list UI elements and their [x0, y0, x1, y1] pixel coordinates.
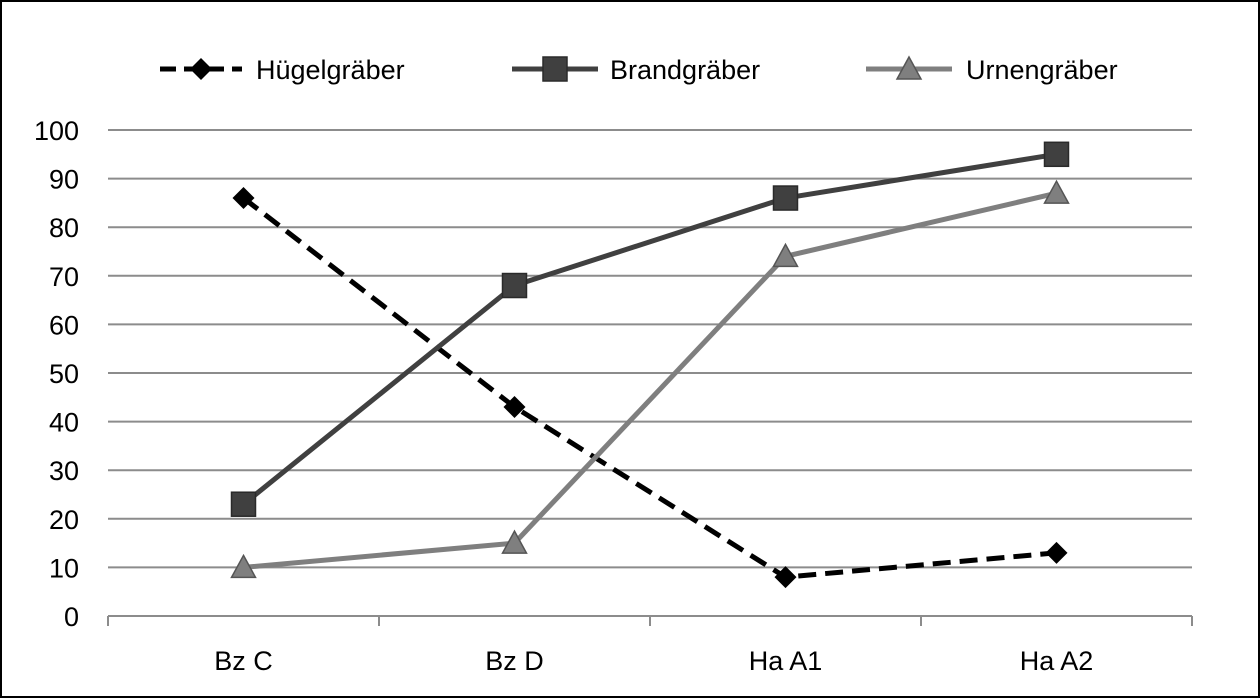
- series-2: [230, 141, 1070, 517]
- y-tick-label: 30: [49, 456, 79, 486]
- legend-marker: [190, 58, 212, 80]
- data-point: [501, 272, 528, 299]
- y-tick-label: 10: [49, 553, 79, 583]
- data-point: [232, 187, 255, 210]
- x-tick-label: Bz C: [214, 646, 273, 676]
- data-point: [230, 553, 257, 579]
- y-tick-label: 90: [49, 165, 79, 195]
- legend-marker: [542, 56, 568, 82]
- series-lines: [230, 141, 1070, 589]
- data-point: [1043, 179, 1070, 204]
- data-point: [774, 566, 797, 589]
- legend-marker: [895, 55, 923, 80]
- data-point: [503, 396, 526, 419]
- x-tick-label: Ha A2: [1020, 646, 1094, 676]
- y-tick-label: 80: [49, 213, 79, 243]
- data-point: [772, 242, 799, 268]
- y-tick-label: 20: [49, 505, 79, 535]
- y-tick-label: 50: [49, 359, 79, 389]
- gridlines: [108, 129, 1192, 569]
- series-1: [232, 187, 1068, 589]
- y-axis-tick-labels: 0 10 20 30 40 50 60 70 80 90 100: [34, 116, 79, 632]
- legend-item: Brandgräber: [512, 55, 760, 85]
- legend-item: Urnengräber: [866, 55, 1118, 85]
- x-tick-label: Ha A1: [749, 646, 823, 676]
- legend-item: Hügelgräber: [160, 55, 405, 85]
- series-line: [241, 151, 1057, 507]
- series-3: [230, 179, 1070, 579]
- data-point: [1043, 141, 1070, 168]
- legend-label: Brandgräber: [610, 55, 760, 85]
- legend-label: Urnengräber: [966, 55, 1118, 85]
- series-line: [241, 196, 1057, 580]
- y-tick-label: 70: [49, 262, 79, 292]
- y-tick-label: 40: [49, 408, 79, 438]
- y-tick-label: 0: [64, 602, 79, 632]
- x-tick-label: Bz D: [485, 646, 544, 676]
- data-point: [1045, 541, 1068, 564]
- x-axis: [107, 615, 1193, 626]
- x-axis-tick-labels: Bz C Bz D Ha A1 Ha A2: [214, 646, 1093, 676]
- data-point: [501, 529, 528, 554]
- data-point: [230, 491, 257, 517]
- series-line: [243, 190, 1058, 570]
- y-tick-label: 100: [34, 116, 79, 146]
- legend: Hügelgräber Brandgräber Urnengräber: [160, 55, 1118, 85]
- y-tick-label: 60: [49, 310, 79, 340]
- data-point: [772, 185, 799, 211]
- legend-label: Hügelgräber: [256, 55, 405, 85]
